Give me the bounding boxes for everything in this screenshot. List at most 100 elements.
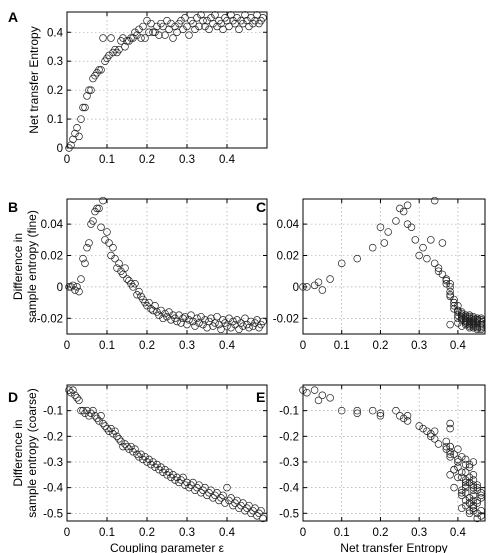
- data-point: [461, 312, 470, 321]
- data-point: [65, 386, 73, 394]
- y-tick-label: 0.4: [47, 27, 64, 39]
- panel-label: E: [256, 389, 265, 405]
- x-tick-label: 0.4: [219, 154, 236, 166]
- data-point: [79, 406, 87, 415]
- data-point: [469, 486, 478, 494]
- data-point: [217, 19, 225, 28]
- data-point: [197, 11, 205, 19]
- data-point: [243, 16, 251, 25]
- data-point: [465, 323, 474, 332]
- y-tick-label: 0.02: [277, 251, 299, 263]
- axes-frame: [66, 384, 268, 522]
- data-point: [454, 473, 462, 482]
- data-point: [458, 486, 466, 494]
- data-point: [461, 496, 470, 505]
- x-tick-label: 0.2: [372, 527, 388, 539]
- data-point: [139, 455, 147, 464]
- data-point: [159, 468, 167, 476]
- data-point: [147, 19, 155, 28]
- data-point: [79, 103, 87, 112]
- data-point: [469, 496, 478, 505]
- y-tick-label: -0.02: [273, 313, 299, 325]
- x-tick-label: 0.3: [179, 154, 195, 166]
- data-point: [239, 322, 247, 330]
- data-point: [81, 103, 89, 112]
- data-point: [157, 463, 165, 471]
- data-point: [205, 25, 213, 34]
- data-point: [145, 455, 153, 464]
- data-point: [225, 22, 233, 31]
- data-point: [75, 132, 83, 141]
- data-point: [171, 476, 179, 484]
- y-tick-label: -0.3: [279, 457, 299, 469]
- data-point: [169, 34, 177, 42]
- x-tick-label: 0.2: [139, 527, 155, 539]
- data-point: [368, 406, 377, 415]
- data-point: [183, 22, 191, 31]
- y-tick-label: -0.2: [43, 431, 63, 443]
- data-point: [223, 322, 231, 330]
- axes-frame: [302, 198, 486, 335]
- data-point: [127, 442, 135, 451]
- data-point: [251, 16, 259, 25]
- data-point: [415, 422, 423, 430]
- data-point: [396, 412, 404, 420]
- data-point: [465, 473, 474, 482]
- data-point: [469, 317, 478, 326]
- data-point: [303, 388, 311, 397]
- data-point: [193, 314, 201, 323]
- data-point: [93, 204, 101, 213]
- data-point: [231, 19, 239, 28]
- data-point: [461, 476, 470, 484]
- data-point: [233, 14, 241, 22]
- data-point: [177, 319, 185, 327]
- data-point: [469, 476, 478, 484]
- y-tick-label: 0.1: [47, 114, 63, 126]
- data-point: [185, 31, 193, 39]
- data-point: [177, 16, 185, 25]
- data-point: [143, 458, 151, 466]
- data-point: [469, 471, 478, 479]
- data-point: [454, 463, 462, 471]
- data-point: [67, 141, 75, 149]
- y-tick-label: -0.3: [43, 457, 63, 469]
- data-point: [123, 37, 131, 45]
- data-point: [299, 386, 307, 394]
- data-point: [469, 481, 478, 489]
- data-point: [392, 217, 400, 225]
- data-point: [97, 66, 105, 74]
- data-point: [399, 207, 408, 216]
- x-tick-label: 0.2: [139, 154, 155, 166]
- x-tick-label: 0.1: [334, 340, 350, 352]
- data-point: [477, 491, 485, 500]
- data-point: [135, 453, 143, 461]
- panel-label: B: [8, 199, 18, 215]
- data-point: [143, 16, 151, 25]
- data-point: [415, 251, 423, 260]
- data-point: [442, 445, 451, 453]
- data-point: [458, 491, 466, 500]
- data-point: [195, 22, 203, 31]
- data-point: [89, 406, 97, 415]
- data-point: [149, 306, 157, 315]
- data-point: [73, 123, 81, 132]
- data-point: [85, 86, 93, 94]
- data-point: [179, 473, 187, 482]
- data-point: [207, 314, 215, 323]
- data-point: [87, 409, 95, 417]
- data-point: [83, 406, 91, 415]
- panel-d: 0 0.1 0.2 0.3 0.4 -0.5 -0.4 -0.3 -0.2 -0.1 D Coupli…: [8, 384, 268, 553]
- data-point: [123, 275, 131, 283]
- data-point: [473, 496, 482, 505]
- data-point: [259, 514, 267, 523]
- data-point: [211, 11, 219, 19]
- x-axis-label: Coupling parameter ε: [110, 541, 225, 553]
- data-point: [121, 264, 129, 272]
- x-tick-label: 0.1: [99, 340, 115, 352]
- data-point: [139, 22, 147, 31]
- data-point: [438, 270, 447, 279]
- data-point: [458, 453, 466, 461]
- data-point: [477, 314, 485, 323]
- data-point: [103, 424, 111, 433]
- data-point: [473, 481, 482, 489]
